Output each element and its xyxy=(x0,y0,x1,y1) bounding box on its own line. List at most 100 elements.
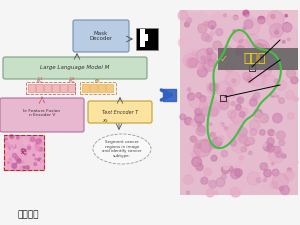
Circle shape xyxy=(250,128,257,135)
Circle shape xyxy=(211,155,217,161)
Circle shape xyxy=(192,137,197,142)
Circle shape xyxy=(267,11,284,28)
FancyBboxPatch shape xyxy=(0,98,84,132)
Circle shape xyxy=(224,14,226,17)
Circle shape xyxy=(210,132,216,138)
Circle shape xyxy=(230,169,240,179)
Text: $\hat{e}_v^1$: $\hat{e}_v^1$ xyxy=(36,75,44,86)
Circle shape xyxy=(4,167,7,170)
Circle shape xyxy=(16,163,17,164)
Circle shape xyxy=(184,144,194,153)
Circle shape xyxy=(223,46,232,56)
Circle shape xyxy=(268,129,274,136)
Circle shape xyxy=(204,21,208,26)
Bar xyxy=(68,84,75,92)
Circle shape xyxy=(5,143,10,148)
Circle shape xyxy=(244,20,253,29)
Text: Segment cancer
regions in image
and identify cancer
subtype.: Segment cancer regions in image and iden… xyxy=(102,140,142,158)
Circle shape xyxy=(248,169,253,174)
Circle shape xyxy=(209,83,217,91)
Circle shape xyxy=(196,143,201,148)
Text: le Feature Fusion
n Encoder V: le Feature Fusion n Encoder V xyxy=(23,109,61,117)
FancyArrowPatch shape xyxy=(161,90,171,100)
Circle shape xyxy=(209,107,218,117)
Circle shape xyxy=(36,139,41,143)
Circle shape xyxy=(263,142,272,151)
Circle shape xyxy=(225,63,234,72)
Circle shape xyxy=(208,21,216,29)
Ellipse shape xyxy=(93,134,151,164)
Bar xyxy=(106,84,113,92)
Circle shape xyxy=(189,58,198,67)
Circle shape xyxy=(186,191,190,194)
Circle shape xyxy=(184,22,189,27)
Circle shape xyxy=(273,80,278,85)
Circle shape xyxy=(220,123,224,126)
Circle shape xyxy=(267,138,274,145)
Circle shape xyxy=(12,164,16,168)
Circle shape xyxy=(215,84,219,88)
Circle shape xyxy=(190,136,196,142)
Circle shape xyxy=(36,147,40,151)
Circle shape xyxy=(237,65,243,72)
Circle shape xyxy=(200,139,212,153)
Circle shape xyxy=(184,117,192,125)
Circle shape xyxy=(274,133,276,135)
Circle shape xyxy=(21,160,24,163)
Circle shape xyxy=(14,149,17,152)
Bar xyxy=(4,135,44,170)
Circle shape xyxy=(189,94,203,108)
Text: Mask
Decoder: Mask Decoder xyxy=(89,31,112,41)
Text: $\hat{x}_v^S$: $\hat{x}_v^S$ xyxy=(20,148,28,158)
Circle shape xyxy=(250,120,260,130)
Circle shape xyxy=(11,144,15,148)
Circle shape xyxy=(233,86,237,89)
Circle shape xyxy=(226,101,229,103)
Circle shape xyxy=(213,41,222,50)
Circle shape xyxy=(293,171,295,173)
Circle shape xyxy=(37,153,38,155)
Circle shape xyxy=(255,51,258,54)
Circle shape xyxy=(207,82,219,94)
Circle shape xyxy=(264,169,271,177)
Circle shape xyxy=(5,138,7,140)
Circle shape xyxy=(200,96,206,102)
Circle shape xyxy=(245,137,251,144)
Text: 支持所: 支持所 xyxy=(244,52,266,65)
Circle shape xyxy=(204,43,209,48)
Circle shape xyxy=(194,162,199,167)
Circle shape xyxy=(276,151,282,158)
Circle shape xyxy=(277,131,285,140)
Bar xyxy=(82,84,89,92)
Circle shape xyxy=(186,57,197,68)
Circle shape xyxy=(11,162,13,164)
Circle shape xyxy=(241,108,248,115)
Circle shape xyxy=(39,139,41,141)
Circle shape xyxy=(35,145,39,149)
Circle shape xyxy=(30,137,35,142)
Circle shape xyxy=(40,159,43,162)
Circle shape xyxy=(8,162,9,163)
Circle shape xyxy=(13,166,17,170)
FancyBboxPatch shape xyxy=(73,20,129,52)
Circle shape xyxy=(17,137,19,139)
Circle shape xyxy=(23,151,27,155)
Circle shape xyxy=(228,110,236,119)
Circle shape xyxy=(202,33,209,41)
Text: $\hat{e}_v^S$: $\hat{e}_v^S$ xyxy=(68,75,76,86)
Circle shape xyxy=(178,38,188,47)
Circle shape xyxy=(224,126,228,130)
Circle shape xyxy=(277,80,286,90)
Bar xyxy=(90,84,97,92)
Circle shape xyxy=(198,163,200,165)
Circle shape xyxy=(211,181,221,191)
Circle shape xyxy=(269,53,272,56)
Circle shape xyxy=(236,50,242,56)
Circle shape xyxy=(279,140,285,146)
Circle shape xyxy=(252,96,257,101)
Circle shape xyxy=(194,140,211,157)
Circle shape xyxy=(5,148,8,151)
Circle shape xyxy=(188,49,194,55)
Circle shape xyxy=(249,70,266,87)
Circle shape xyxy=(243,18,260,35)
